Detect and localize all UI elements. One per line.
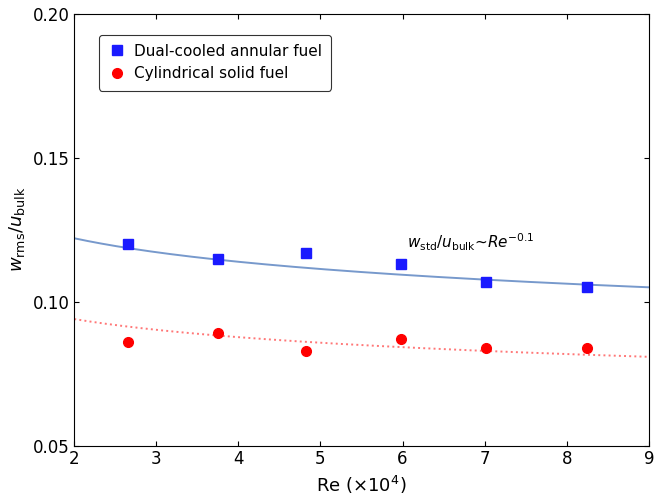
Line: Cylindrical solid fuel: Cylindrical solid fuel xyxy=(123,328,592,356)
Dual-cooled annular fuel xyxy=(214,256,222,262)
Text: $w_\mathrm{std}/u_\mathrm{bulk}$~Re$^{-0.1}$: $w_\mathrm{std}/u_\mathrm{bulk}$~Re$^{-0… xyxy=(407,232,534,253)
Legend: Dual-cooled annular fuel, Cylindrical solid fuel: Dual-cooled annular fuel, Cylindrical so… xyxy=(99,35,331,91)
Cylindrical solid fuel xyxy=(214,330,222,337)
Dual-cooled annular fuel xyxy=(583,284,591,290)
Cylindrical solid fuel xyxy=(397,336,405,342)
Cylindrical solid fuel xyxy=(124,339,132,345)
Dual-cooled annular fuel xyxy=(124,241,132,247)
Dual-cooled annular fuel xyxy=(397,261,405,267)
Cylindrical solid fuel xyxy=(301,348,309,354)
Dual-cooled annular fuel xyxy=(483,279,490,285)
Cylindrical solid fuel xyxy=(583,345,591,351)
Cylindrical solid fuel xyxy=(483,345,490,351)
Y-axis label: $w_\mathrm{rms}/u_\mathrm{bulk}$: $w_\mathrm{rms}/u_\mathrm{bulk}$ xyxy=(7,187,27,273)
Line: Dual-cooled annular fuel: Dual-cooled annular fuel xyxy=(123,239,592,292)
Dual-cooled annular fuel xyxy=(301,250,309,256)
X-axis label: Re (×10$^4$): Re (×10$^4$) xyxy=(317,474,407,496)
